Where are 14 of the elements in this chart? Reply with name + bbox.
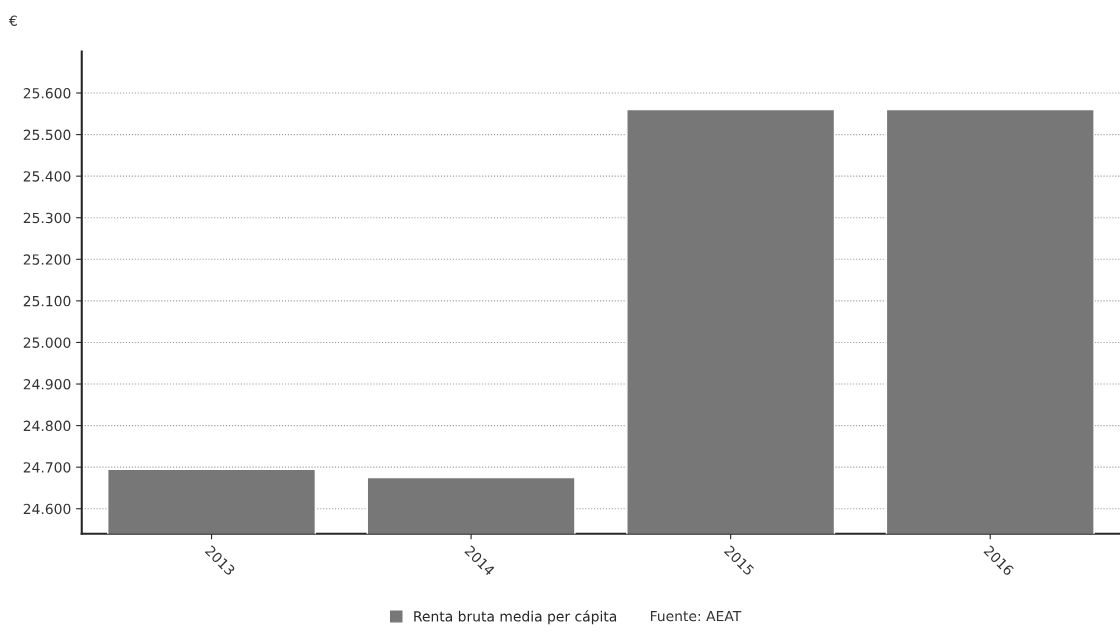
y-tick-label: 25.600	[23, 87, 71, 99]
y-tick-label: 25.100	[23, 295, 71, 307]
y-tick-label: 25.200	[23, 254, 71, 265]
source-note: Fuente: AEAT	[650, 610, 742, 622]
y-axis-title: €	[8, 15, 17, 26]
y-tick-label: 25.000	[23, 337, 71, 348]
y-tick-label: 24.600	[23, 503, 71, 515]
legend-label: Renta bruta media per cápita	[414, 610, 617, 625]
y-tick-label: 24.700	[23, 462, 71, 473]
y-tick-label: 25.500	[23, 129, 71, 141]
y-tick-label: 25.300	[23, 212, 71, 224]
y-tick-label: 25.400	[23, 171, 71, 182]
y-tick-label: 24.900	[23, 378, 71, 390]
y-tick-label: 24.800	[23, 420, 71, 432]
